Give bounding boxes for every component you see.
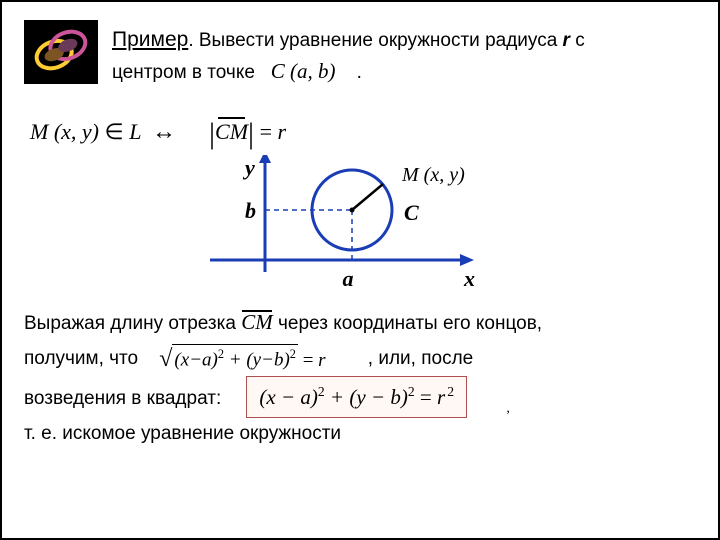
set-L: L <box>129 119 141 144</box>
h-line1-p2: с <box>570 30 585 51</box>
bt-t2: через координаты его концов, <box>278 313 542 334</box>
svg-text:M (x, y): M (x, y) <box>401 164 465 186</box>
svg-text:x: x <box>463 266 475 291</box>
svg-text:b: b <box>245 198 256 223</box>
bt-t1: Выражая длину отрезка <box>24 313 241 334</box>
derivation-text: Выражая длину отрезка CM через координат… <box>24 306 696 449</box>
cm-bottom: CM <box>241 310 273 334</box>
header-row: Пример. Вывести уравнение окружности рад… <box>24 20 696 89</box>
bt-t3: получим, что <box>24 348 138 369</box>
cm-segment: CM <box>215 119 248 145</box>
radius-var: r <box>563 30 570 51</box>
sqrt-body: (x−a)2 + (y−b)2 <box>172 344 298 375</box>
title-word: Пример <box>112 28 188 51</box>
bt-t6: т. е. искомое уравнение окружности <box>24 423 341 444</box>
svg-text:y: y <box>242 155 255 180</box>
r-var: r <box>277 119 286 144</box>
bt-t5: возведения в квадрат: <box>24 388 221 409</box>
cm-bottom-text: CM <box>241 310 273 334</box>
abs-right: | <box>248 117 254 150</box>
m-expr: M (x, y) <box>30 119 99 144</box>
sqrt-sign: √ <box>159 341 172 378</box>
sqrt-expr: √(x−a)2 + (y−b)2 = r <box>159 341 325 378</box>
h-line1-p1: . Вывести уравнение окружности радиуса <box>188 30 562 51</box>
eq-r: = <box>298 346 318 375</box>
h-line2-p2: . <box>357 62 362 83</box>
bt-t4: , или, после <box>368 348 473 369</box>
boxed-equation: (x − a)2 + (y − b)2 = r2 <box>246 376 467 419</box>
svg-text:a: a <box>343 266 354 291</box>
iff-symbol: ↔ <box>152 119 176 145</box>
h-line2-p1: центром в точке <box>112 62 255 83</box>
svg-text:С: С <box>404 200 419 225</box>
header-text: Пример. Вывести уравнение окружности рад… <box>112 20 585 87</box>
eq-sign: = <box>260 119 272 144</box>
tail-comma: , <box>476 401 510 416</box>
in-symbol: ∈ <box>105 119 124 144</box>
circle-diagram: yb a x С M (x, y) <box>170 155 550 300</box>
center-expr: C (a, b) <box>271 59 336 83</box>
diagram-wrap: yb a x С M (x, y) <box>24 155 696 300</box>
membership-formula: M (x, y) ∈ L ↔ |CM| = r <box>24 117 696 151</box>
slide-frame: Пример. Вывести уравнение окружности рад… <box>0 0 720 540</box>
logo <box>24 20 98 89</box>
